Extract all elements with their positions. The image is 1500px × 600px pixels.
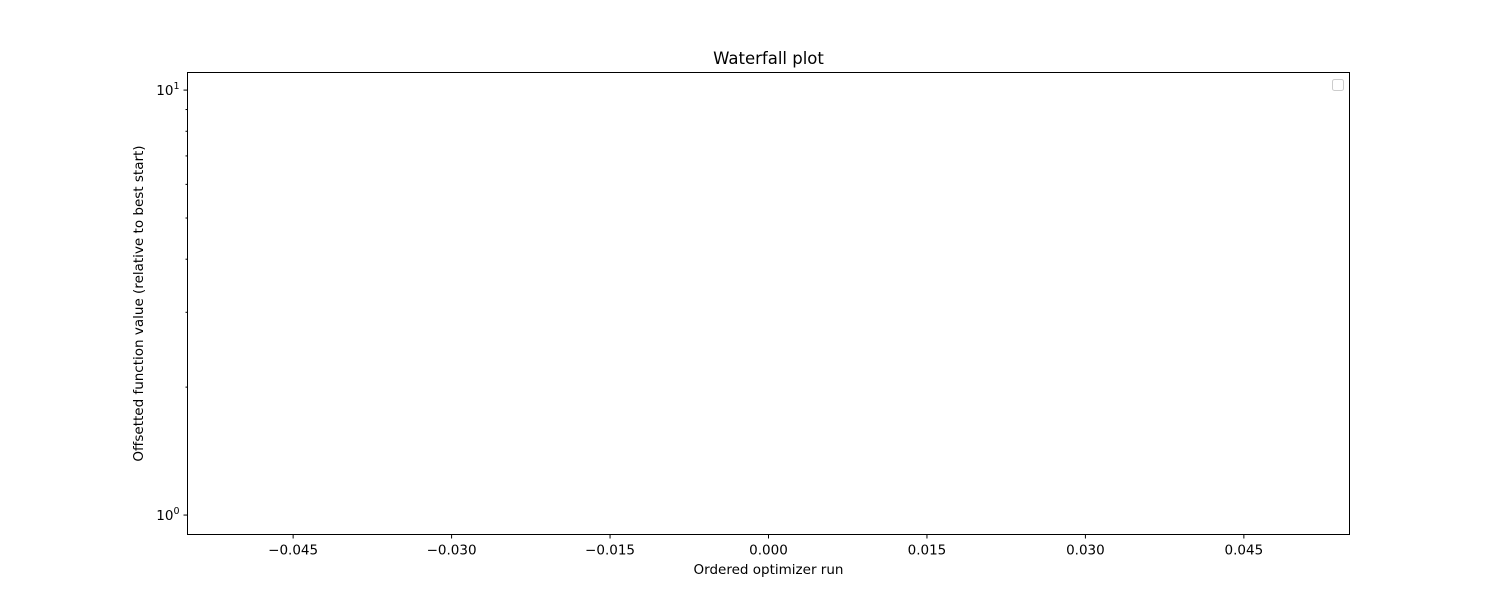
legend-box [1332,79,1344,91]
x-tick-label: 0.015 [908,543,947,559]
x-tick-label: −0.045 [268,543,318,559]
plot-frame [187,72,1350,535]
y-tick-label: 101 [156,81,179,99]
x-tick-label: −0.030 [427,543,477,559]
x-tick-label: 0.000 [749,543,788,559]
y-tick-exponent: 1 [173,81,179,92]
x-tick-label: 0.030 [1066,543,1105,559]
y-tick-base: 10 [156,508,173,524]
x-axis: −0.045 −0.030 −0.015 0.000 0.015 0.030 0.045 [268,534,1264,559]
x-tick-label: −0.015 [585,543,635,559]
y-axis-label: Offsetted function value (relative to be… [131,145,147,461]
y-tick-base: 10 [156,83,173,99]
chart-title: Waterfall plot [713,49,824,68]
x-axis-label: Ordered optimizer run [694,562,844,578]
x-tick-label: 0.045 [1225,543,1264,559]
y-tick-exponent: 0 [173,506,179,517]
y-tick-label: 100 [156,506,179,524]
